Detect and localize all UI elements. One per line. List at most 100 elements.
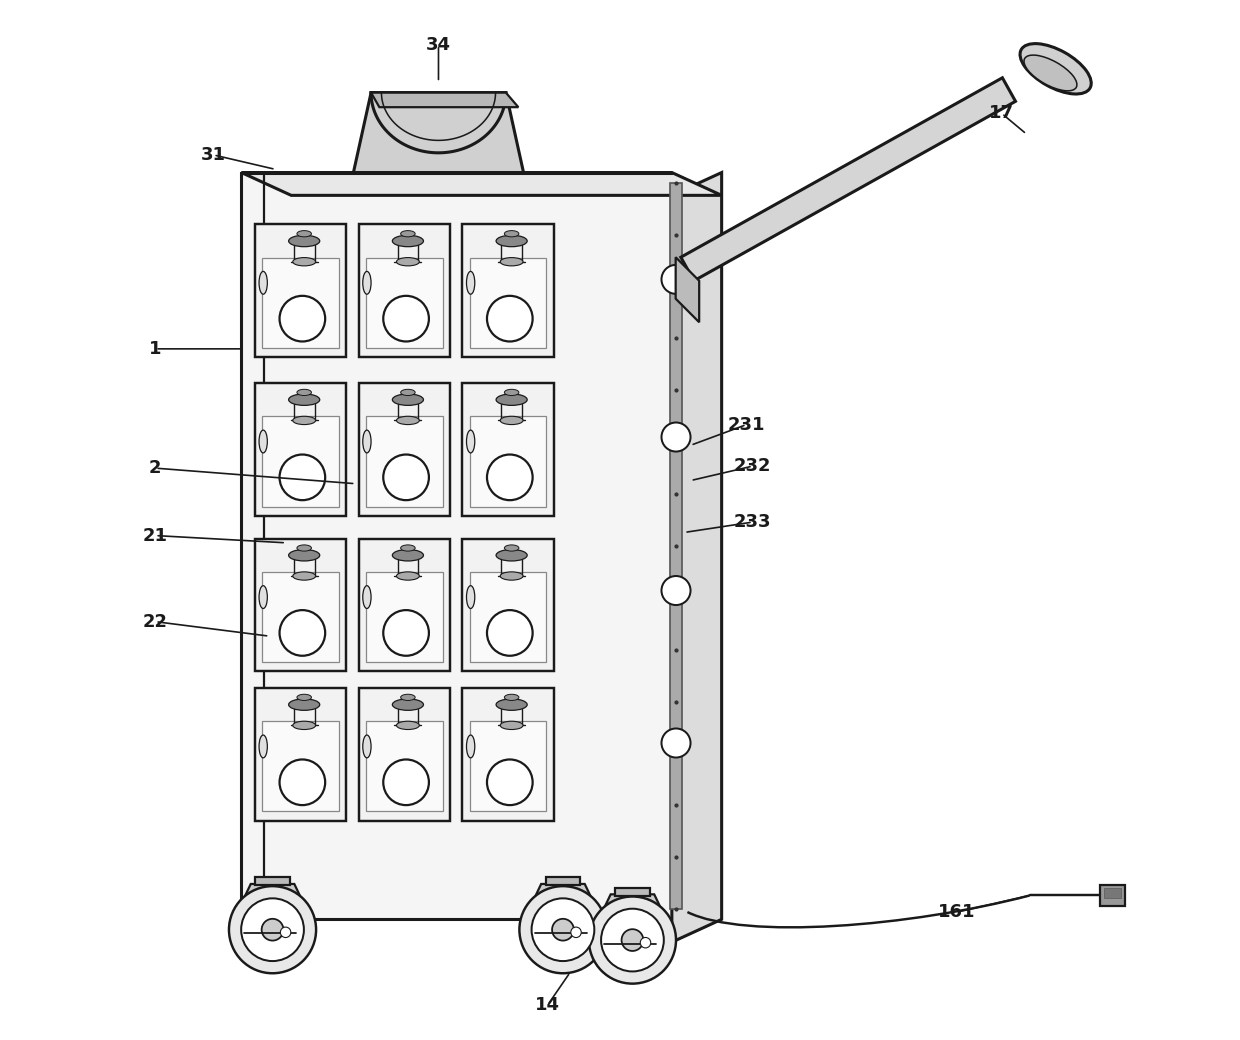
Circle shape xyxy=(279,454,325,500)
Ellipse shape xyxy=(392,699,424,710)
Text: 161: 161 xyxy=(939,903,976,921)
Bar xyxy=(366,572,443,662)
Ellipse shape xyxy=(466,586,475,608)
Ellipse shape xyxy=(500,416,523,424)
Ellipse shape xyxy=(505,695,518,701)
Ellipse shape xyxy=(259,735,268,758)
Bar xyxy=(255,878,290,885)
Bar xyxy=(470,572,547,662)
Bar xyxy=(615,888,650,895)
Ellipse shape xyxy=(500,258,523,266)
Circle shape xyxy=(487,610,533,656)
Bar xyxy=(546,878,580,885)
Bar xyxy=(1100,885,1125,906)
Circle shape xyxy=(487,454,533,500)
Ellipse shape xyxy=(401,545,415,551)
Bar xyxy=(470,258,547,347)
Circle shape xyxy=(383,454,429,500)
Circle shape xyxy=(520,886,606,973)
Circle shape xyxy=(601,909,663,971)
Polygon shape xyxy=(371,93,518,107)
Text: 22: 22 xyxy=(143,613,167,630)
Ellipse shape xyxy=(466,735,475,758)
Circle shape xyxy=(241,899,304,961)
Text: 2: 2 xyxy=(149,459,161,477)
Ellipse shape xyxy=(505,231,518,237)
Bar xyxy=(262,572,339,662)
Ellipse shape xyxy=(1024,55,1076,90)
Polygon shape xyxy=(371,93,506,153)
Bar xyxy=(366,258,443,347)
Circle shape xyxy=(570,927,582,937)
Bar xyxy=(242,173,672,919)
Bar xyxy=(358,225,450,357)
Ellipse shape xyxy=(259,431,268,452)
Circle shape xyxy=(661,576,691,605)
Circle shape xyxy=(661,728,691,757)
Polygon shape xyxy=(672,173,722,942)
Ellipse shape xyxy=(289,235,320,246)
Polygon shape xyxy=(532,884,594,904)
Bar xyxy=(358,688,450,821)
Bar xyxy=(262,258,339,347)
Ellipse shape xyxy=(496,699,527,710)
Bar xyxy=(463,383,553,516)
Ellipse shape xyxy=(397,572,419,580)
Polygon shape xyxy=(601,894,663,914)
Circle shape xyxy=(279,610,325,656)
Circle shape xyxy=(280,927,291,937)
Bar xyxy=(255,539,346,672)
Circle shape xyxy=(262,918,284,940)
Ellipse shape xyxy=(500,721,523,729)
Ellipse shape xyxy=(392,235,424,246)
Circle shape xyxy=(589,896,676,984)
Ellipse shape xyxy=(363,735,371,758)
Text: 17: 17 xyxy=(990,104,1014,123)
Bar xyxy=(463,539,553,672)
Bar xyxy=(255,225,346,357)
Text: 31: 31 xyxy=(201,146,226,164)
Ellipse shape xyxy=(401,231,415,237)
Bar xyxy=(255,688,346,821)
Circle shape xyxy=(279,295,325,341)
Ellipse shape xyxy=(296,231,311,237)
Bar xyxy=(262,721,339,811)
Ellipse shape xyxy=(293,258,316,266)
Text: 233: 233 xyxy=(734,513,771,531)
Circle shape xyxy=(383,759,429,805)
Polygon shape xyxy=(242,884,304,904)
Bar xyxy=(463,688,553,821)
Circle shape xyxy=(279,759,325,805)
Polygon shape xyxy=(681,78,1016,281)
Bar xyxy=(366,721,443,811)
Polygon shape xyxy=(242,173,722,196)
Circle shape xyxy=(661,422,691,451)
Ellipse shape xyxy=(259,586,268,608)
Ellipse shape xyxy=(1021,44,1091,94)
Ellipse shape xyxy=(259,271,268,294)
Bar xyxy=(463,225,553,357)
Ellipse shape xyxy=(466,431,475,452)
Circle shape xyxy=(487,295,533,341)
Bar xyxy=(670,183,682,909)
Circle shape xyxy=(487,759,533,805)
Circle shape xyxy=(621,929,644,951)
Circle shape xyxy=(229,886,316,973)
Polygon shape xyxy=(353,93,523,173)
Ellipse shape xyxy=(293,572,316,580)
Text: 21: 21 xyxy=(143,526,167,545)
Ellipse shape xyxy=(363,431,371,452)
Bar xyxy=(262,416,339,506)
Text: 1: 1 xyxy=(149,340,161,358)
Ellipse shape xyxy=(401,389,415,395)
Bar xyxy=(358,383,450,516)
Circle shape xyxy=(552,918,574,940)
Circle shape xyxy=(532,899,594,961)
Ellipse shape xyxy=(392,394,424,406)
Ellipse shape xyxy=(496,394,527,406)
Circle shape xyxy=(383,610,429,656)
Ellipse shape xyxy=(289,699,320,710)
Ellipse shape xyxy=(500,572,523,580)
Circle shape xyxy=(661,265,691,294)
Ellipse shape xyxy=(505,545,518,551)
